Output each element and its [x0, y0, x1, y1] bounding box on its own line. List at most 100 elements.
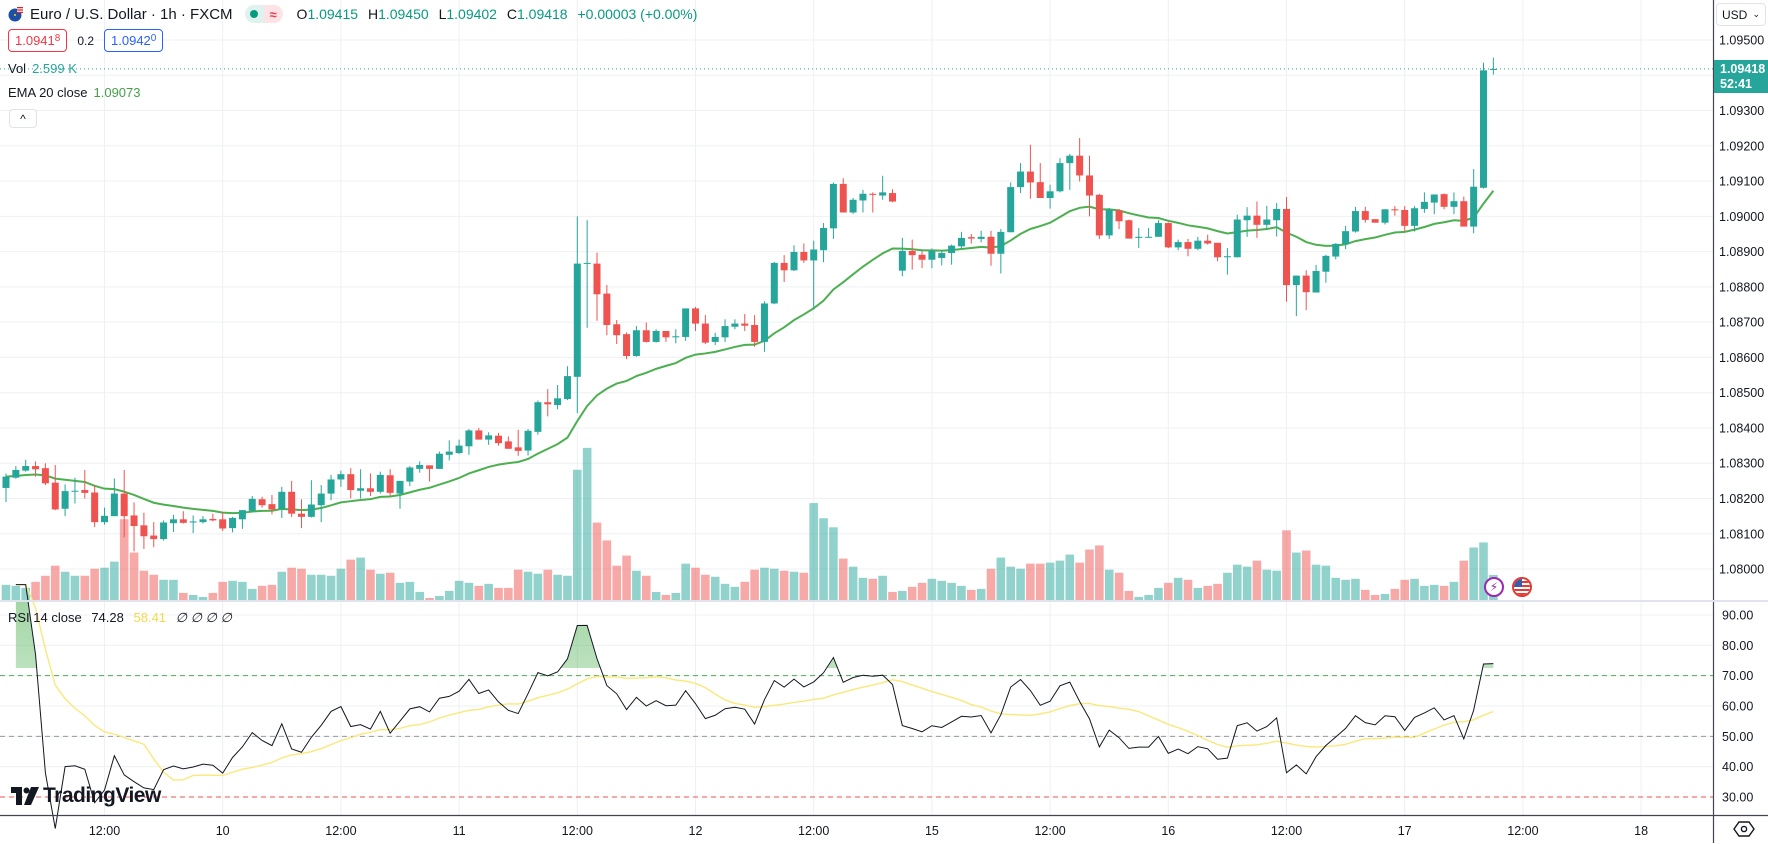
- candle: [465, 429, 473, 455]
- candle: [554, 384, 562, 410]
- volume-bar: [1144, 594, 1153, 600]
- lightning-icon[interactable]: ⚡︎: [1484, 577, 1504, 597]
- candle: [1263, 205, 1271, 230]
- candle: [61, 484, 69, 517]
- volume-bar: [1045, 562, 1055, 600]
- volume-bar: [809, 503, 818, 600]
- candle-body: [977, 236, 985, 239]
- candle-body: [1076, 155, 1084, 176]
- candle: [869, 192, 877, 213]
- volume-bar: [878, 575, 887, 600]
- candle: [514, 429, 522, 456]
- gear-icon[interactable]: [1733, 819, 1755, 839]
- volume-bar: [1065, 554, 1075, 600]
- volume-bar: [1410, 578, 1419, 600]
- candle-body: [22, 466, 30, 471]
- candle-body: [603, 293, 611, 325]
- volume-bar: [848, 566, 858, 600]
- volume-bar: [326, 575, 336, 600]
- volume-bar: [454, 580, 464, 600]
- candle: [997, 229, 1005, 274]
- candle: [1105, 207, 1113, 239]
- close-value: 1.09418: [516, 6, 568, 22]
- candle: [71, 477, 79, 504]
- candle: [751, 315, 759, 347]
- volume-bar: [760, 567, 769, 600]
- candle-body: [1460, 201, 1468, 227]
- candle: [337, 470, 345, 487]
- price-tick-label: 1.08900: [1719, 245, 1764, 259]
- candle-body: [859, 193, 867, 201]
- volume-bar: [336, 568, 346, 600]
- candle: [248, 496, 256, 512]
- candle-body: [238, 510, 246, 520]
- candle-body: [12, 469, 20, 478]
- volume-bar: [661, 594, 671, 600]
- candle-body: [376, 474, 384, 492]
- volume-bar: [1183, 579, 1193, 600]
- volume-bar: [720, 583, 730, 600]
- volume-bar: [1420, 585, 1429, 600]
- buy-button[interactable]: 1.0942 0: [104, 29, 164, 52]
- volume-bar: [710, 576, 720, 600]
- time-tick-label: 12:00: [1034, 824, 1065, 838]
- volume-bar: [829, 527, 838, 600]
- candle: [327, 474, 335, 501]
- volume-bar: [60, 571, 70, 600]
- volume-bar: [701, 574, 710, 600]
- volume-bar: [1429, 584, 1439, 600]
- candle: [386, 469, 394, 497]
- sell-button[interactable]: 1.0941 8: [8, 29, 68, 52]
- rsi-legend[interactable]: RSI 14 close 74.28 58.41 ∅ ∅ ∅ ∅: [8, 610, 232, 626]
- time-tick-label: 12:00: [1507, 824, 1538, 838]
- candle: [1017, 163, 1025, 194]
- candle: [573, 216, 581, 414]
- candle: [396, 480, 404, 509]
- high-label: H: [367, 6, 379, 22]
- volume-legend[interactable]: Vol 2.599 K: [8, 61, 77, 76]
- volume-bar: [208, 592, 218, 600]
- candle-body: [396, 480, 404, 494]
- candle-body: [1322, 255, 1330, 272]
- candle: [524, 429, 532, 456]
- candle-body: [544, 402, 552, 405]
- candle: [1391, 206, 1399, 216]
- collapse-legend-button[interactable]: ^: [9, 109, 37, 128]
- candle: [1135, 227, 1143, 249]
- candle-body: [928, 250, 936, 260]
- candle-body: [898, 250, 906, 271]
- candle: [1351, 206, 1359, 233]
- symbol-title[interactable]: Euro / U.S. Dollar · 1h · FXCM: [30, 5, 233, 23]
- volume-bar: [188, 594, 198, 600]
- time-tick-label: 12:00: [325, 824, 356, 838]
- market-status-badge[interactable]: ≈: [244, 5, 283, 23]
- currency-dropdown[interactable]: USD ⌄: [1716, 3, 1766, 26]
- price-tick-label: 1.08000: [1719, 563, 1764, 577]
- volume-bar: [1400, 579, 1409, 600]
- volume-bar: [129, 552, 139, 600]
- volume-bar: [1075, 562, 1084, 600]
- volume-bar: [799, 572, 809, 600]
- candle: [1233, 214, 1241, 258]
- tradingview-logo[interactable]: TradingView: [11, 784, 161, 808]
- volume-bar: [1055, 560, 1065, 600]
- candle-body: [386, 475, 394, 493]
- candle-body: [1342, 231, 1350, 245]
- candle: [435, 451, 443, 469]
- volume-bar: [247, 588, 257, 600]
- ema-legend[interactable]: EMA 20 close 1.09073: [8, 85, 141, 100]
- candle-body: [140, 525, 148, 537]
- candle-body: [1391, 209, 1399, 211]
- candle-body: [780, 262, 788, 271]
- us-flag-icon[interactable]: [1512, 577, 1532, 597]
- candle-body: [721, 326, 729, 338]
- trade-buttons: 1.0941 8 0.2 1.0942 0: [8, 29, 164, 52]
- candle: [1411, 206, 1419, 232]
- candle: [169, 514, 177, 533]
- candle: [563, 366, 571, 401]
- candle: [623, 332, 631, 360]
- high-value: 1.09450: [378, 6, 429, 22]
- volume-bar: [691, 567, 700, 600]
- eu-us-flag-icon: [8, 7, 23, 22]
